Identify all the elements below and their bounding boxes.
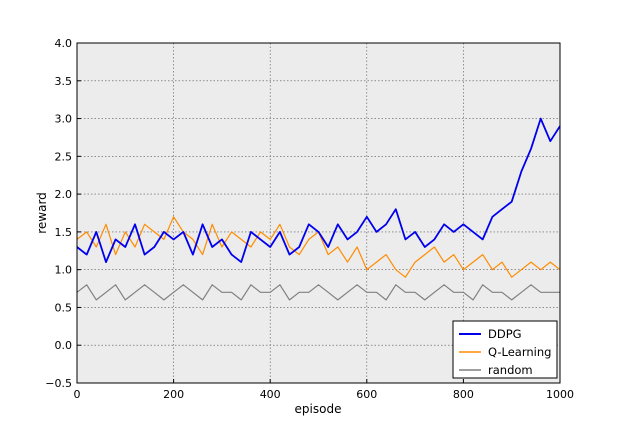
y-tick-label: 3.0: [55, 113, 73, 126]
legend-label-ddpg: DDPG: [488, 327, 522, 341]
x-axis-label: episode: [295, 402, 342, 416]
axis-ticks: 0 200 400 600 800 1000 −0.5 0.0 0.5 1.0 1.5 2.0 2.5 3…: [45, 37, 574, 401]
legend-label-random: random: [488, 363, 533, 377]
x-tick-label: 200: [163, 388, 184, 401]
y-tick-label: 1.0: [55, 264, 73, 277]
x-tick-label: 400: [260, 388, 281, 401]
legend-box: [452, 320, 558, 379]
x-tick-label: 800: [453, 388, 474, 401]
plot-frame: [76, 42, 561, 384]
legend-label-q-learning: Q-Learning: [488, 345, 551, 359]
y-axis-label: reward: [35, 192, 49, 234]
y-tick-label: 2.0: [55, 188, 73, 201]
x-tick-label: 0: [74, 388, 81, 401]
series-line-ddpg: [76, 117, 561, 264]
y-tick-label: 2.5: [55, 150, 73, 163]
x-tick-label: 1000: [546, 388, 574, 401]
y-tick-label: 0.5: [55, 301, 73, 314]
y-tick-label: −0.5: [45, 377, 72, 390]
legend: DDPG Q-Learning random: [452, 320, 558, 379]
x-tick-label: 600: [356, 388, 377, 401]
y-tick-label: 4.0: [55, 37, 73, 50]
series-line-random: [76, 284, 560, 301]
y-tick-label: 1.5: [55, 226, 73, 239]
y-tick-label: 3.5: [55, 75, 73, 88]
y-tick-label: 0.0: [55, 339, 73, 352]
series-layer: [76, 117, 561, 301]
